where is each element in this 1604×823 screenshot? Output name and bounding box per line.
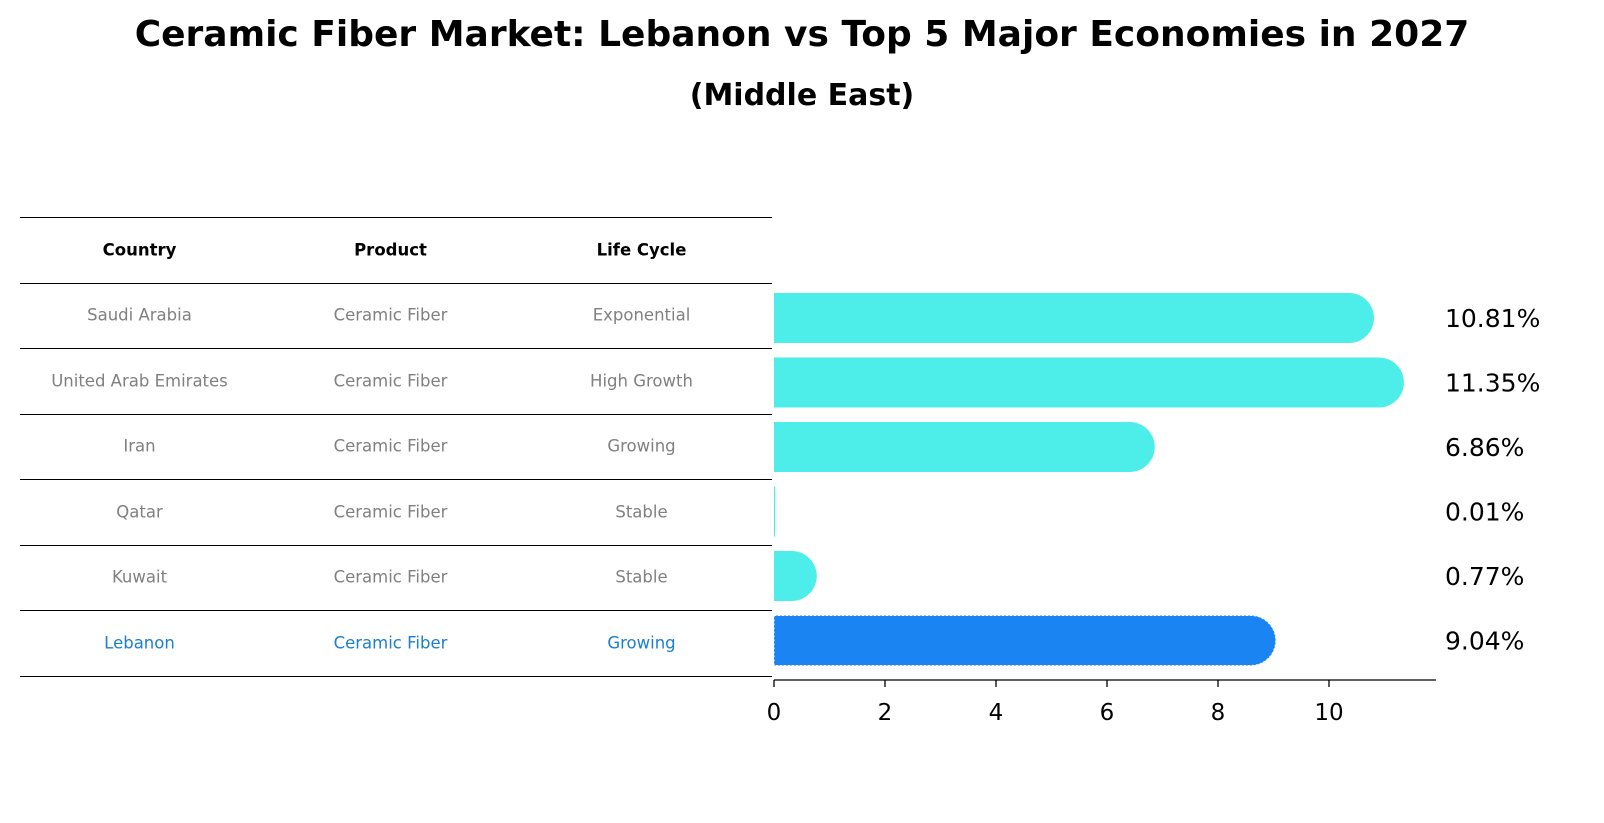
cell-life-cycle: Stable — [615, 567, 668, 587]
value-label: 0.77% — [1445, 562, 1524, 591]
cell-life-cycle: Stable — [615, 502, 668, 522]
value-label: 6.86% — [1445, 433, 1524, 462]
value-label: 11.35% — [1445, 369, 1540, 398]
x-tick-label: 8 — [1211, 700, 1226, 726]
x-tick-label: 6 — [1100, 700, 1115, 726]
bar-kuwait — [774, 551, 817, 601]
table-rule — [20, 479, 772, 480]
table-rule — [20, 610, 772, 611]
cell-country: United Arab Emirates — [51, 371, 228, 391]
table-rule — [20, 217, 772, 218]
cell-country: Qatar — [116, 502, 163, 522]
cell-life-cycle: Growing — [607, 633, 676, 653]
header-product: Product — [354, 240, 427, 260]
table-rule — [20, 676, 772, 677]
value-label: 10.81% — [1445, 304, 1540, 333]
header-life-cycle: Life Cycle — [596, 240, 687, 260]
cell-product: Ceramic Fiber — [333, 371, 448, 391]
cell-product: Ceramic Fiber — [333, 502, 448, 522]
cell-country: Lebanon — [104, 633, 175, 653]
table-rule — [20, 283, 772, 284]
bar-lebanon — [773, 615, 1277, 666]
cell-country: Iran — [123, 436, 156, 456]
value-label: 9.04% — [1445, 627, 1524, 656]
cell-life-cycle: High Growth — [590, 371, 693, 391]
table-rule — [20, 414, 772, 415]
cell-product: Ceramic Fiber — [333, 436, 448, 456]
header-country: Country — [102, 240, 177, 260]
cell-product: Ceramic Fiber — [333, 305, 448, 325]
bar-united-arab-emirates — [774, 357, 1404, 408]
bar-saudi-arabia — [774, 293, 1374, 343]
bar-iran — [774, 422, 1155, 472]
chart-subtitle: (Middle East) — [689, 78, 915, 113]
cell-country: Saudi Arabia — [87, 305, 192, 325]
cell-product: Ceramic Fiber — [333, 567, 448, 587]
x-tick-label: 2 — [878, 700, 893, 726]
table-rule — [20, 348, 772, 349]
cell-product: Ceramic Fiber — [333, 633, 448, 653]
x-tick-label: 10 — [1314, 700, 1343, 726]
cell-country: Kuwait — [111, 567, 168, 587]
chart-title: Ceramic Fiber Market: Lebanon vs Top 5 M… — [134, 14, 1470, 55]
table-rule — [20, 545, 772, 546]
cell-life-cycle: Exponential — [592, 305, 691, 325]
x-tick-label: 0 — [767, 700, 782, 726]
bar-qatar — [774, 486, 776, 537]
x-tick-label: 4 — [989, 700, 1004, 726]
cell-life-cycle: Growing — [607, 436, 676, 456]
value-label: 0.01% — [1445, 498, 1524, 527]
